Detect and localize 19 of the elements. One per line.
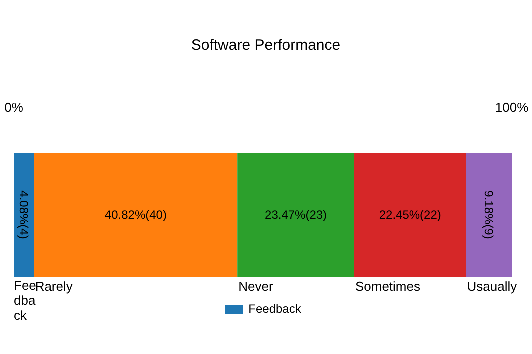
bar	[466, 153, 512, 277]
data-label: 22.45%(22)	[379, 208, 442, 222]
bar	[14, 153, 34, 277]
series-label: Never	[238, 279, 274, 294]
chart-title: Software Performance	[190, 37, 342, 54]
series-label: Sometimes	[355, 279, 421, 294]
data-label: 23.47%(23)	[265, 208, 328, 222]
x-tick-label: 0%	[4, 100, 24, 115]
bar	[238, 153, 354, 277]
data-label: 4.08%(4)	[17, 190, 32, 240]
series-label: Usaually	[467, 279, 518, 294]
legend-label: Feedback	[248, 302, 302, 316]
series-label: Rarely	[35, 279, 74, 294]
bar	[34, 153, 238, 277]
data-label: 9.18%(9)	[482, 190, 496, 240]
bar	[354, 153, 466, 277]
x-tick-label: 100%	[495, 100, 530, 115]
data-label: 40.82%(40)	[104, 208, 167, 222]
text: Feedback	[14, 278, 36, 323]
